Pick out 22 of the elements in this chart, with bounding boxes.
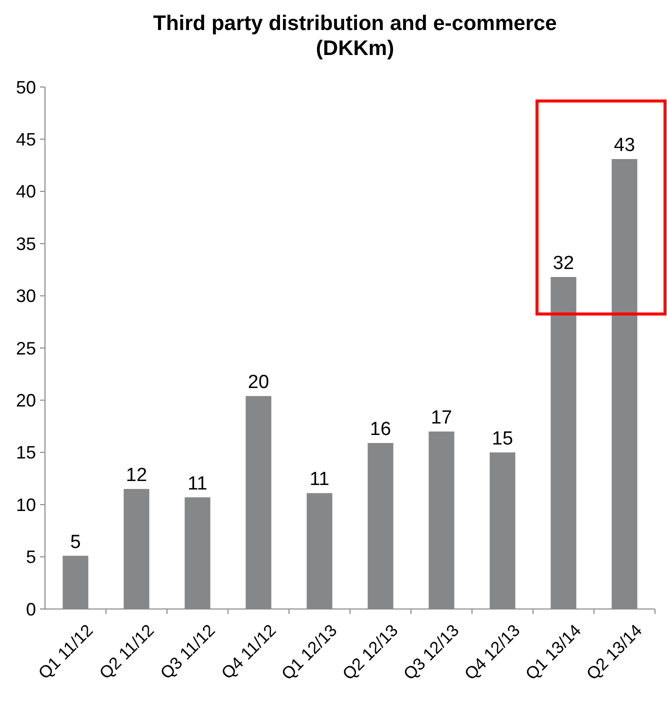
data-label: 20 bbox=[248, 372, 270, 394]
y-tick-label: 40 bbox=[16, 182, 36, 202]
data-label: 32 bbox=[552, 253, 574, 274]
y-tick-label: 10 bbox=[16, 494, 36, 515]
data-label: 15 bbox=[492, 428, 514, 450]
chart-title: Third party distribution and e-commerce (DKKm) bbox=[153, 12, 557, 60]
data-label: 16 bbox=[370, 419, 392, 440]
y-tick-label: 50 bbox=[16, 77, 36, 98]
y-tick-label: 30 bbox=[16, 286, 36, 306]
y-tick-label: 5 bbox=[26, 547, 36, 568]
data-label: 17 bbox=[430, 408, 452, 429]
y-tick-label: 25 bbox=[16, 338, 36, 358]
data-label: 11 bbox=[310, 469, 330, 490]
y-tick-label: 15 bbox=[16, 442, 36, 463]
data-label: 5 bbox=[70, 532, 81, 553]
data-label: 43 bbox=[614, 135, 636, 156]
y-tick-label: 20 bbox=[16, 390, 36, 410]
data-label: 12 bbox=[126, 464, 148, 486]
y-tick-label: 35 bbox=[16, 234, 36, 254]
y-tick-label: 45 bbox=[16, 130, 36, 150]
y-tick-label: 0 bbox=[26, 599, 36, 620]
data-label: 11 bbox=[188, 473, 208, 494]
